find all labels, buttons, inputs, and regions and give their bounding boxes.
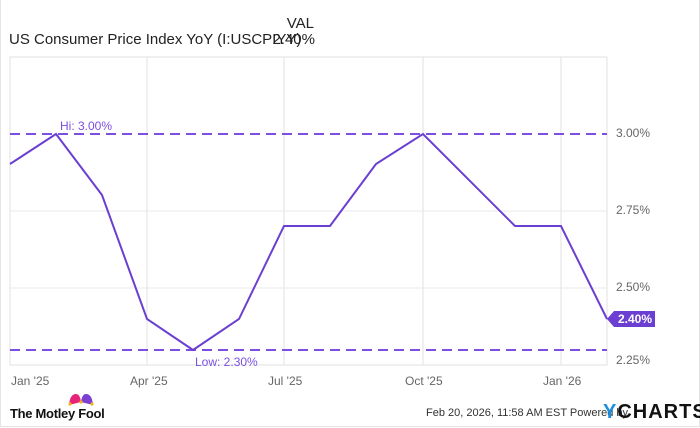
ycharts-logo: YCHARTS — [603, 401, 700, 424]
timestamp-text: Feb 20, 2026, 11:58 AM EST — [426, 407, 567, 419]
y-tick-label: 2.75% — [616, 203, 650, 217]
series-name: US Consumer Price Index YoY (I:USCPIYY) — [9, 31, 302, 48]
x-tick-label: Oct '25 — [405, 374, 443, 388]
x-tick-label: Jul '25 — [268, 374, 303, 388]
horizontal-gridlines — [10, 210, 607, 289]
powered-by-text: Powered by — [569, 407, 629, 419]
y-tick-label: 2.25% — [616, 353, 650, 367]
x-tick-label: Apr '25 — [130, 374, 168, 388]
cpi-series-line — [9, 132, 608, 352]
last-value-badge — [607, 311, 655, 327]
hi-label: Hi: 3.00% — [60, 119, 112, 133]
x-tick-label: Jan '26 — [543, 374, 582, 388]
low-label: Low: 2.30% — [195, 355, 258, 369]
last-value-badge-text: 2.40% — [618, 312, 652, 326]
value-column-header: VAL — [286, 15, 314, 32]
ycharts-logo-text: CHARTS — [617, 401, 700, 423]
y-tick-label: 3.00% — [616, 126, 650, 140]
x-tick-label: Jan '25 — [11, 374, 50, 388]
y-tick-label: 2.50% — [616, 280, 650, 294]
jester-hat-icon — [68, 394, 94, 406]
current-value: 2.40% — [272, 31, 315, 48]
footer-timestamp: Feb 20, 2026, 11:58 AM EST Powered by — [426, 407, 628, 419]
ycharts-logo-y: Y — [603, 401, 618, 423]
motley-fool-logo: The Motley Fool — [10, 406, 105, 421]
